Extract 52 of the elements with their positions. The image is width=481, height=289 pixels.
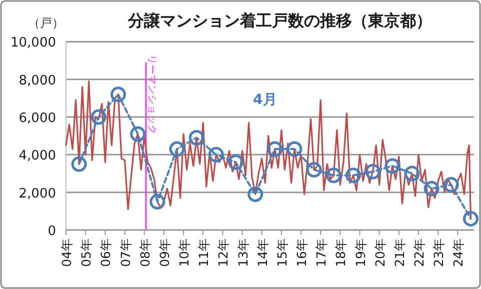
x-tick-label: 10年 [176, 238, 192, 267]
x-tick-label: 04年 [59, 238, 74, 267]
x-tick-label: 21年 [392, 238, 407, 267]
point [306, 162, 322, 178]
x-tick-label: 17年 [314, 238, 329, 267]
y-tick-label: 4,000 [18, 148, 56, 164]
point [228, 154, 244, 170]
chart-title: 分譲マンション着工戸数の推移（東京都） [127, 11, 432, 30]
x-tick-label: 07年 [118, 238, 133, 267]
x-tick-label: 20年 [372, 238, 388, 267]
x-tick-label: 13年 [235, 238, 250, 267]
x-tick-label: 19年 [352, 238, 368, 267]
point [424, 180, 440, 196]
x-tick-label: 22年 [412, 238, 427, 267]
x-tick-label: 05年 [78, 238, 94, 267]
point [345, 168, 361, 184]
point [248, 186, 264, 202]
x-tick-label: 16年 [294, 238, 310, 267]
point [169, 141, 185, 157]
text: 4月 [253, 92, 277, 108]
point [404, 166, 420, 182]
point [286, 141, 302, 157]
point [150, 194, 166, 210]
x-tick-label: 23年 [431, 238, 446, 267]
x-tick-label: 14年 [254, 238, 270, 267]
x-tick-label: 08年 [137, 238, 152, 267]
point [365, 164, 381, 180]
point [384, 158, 400, 174]
x-tick-label: 15年 [274, 238, 290, 267]
point [462, 210, 478, 226]
x-tick-label: 06年 [98, 238, 114, 267]
y-axis-title: （戸） [28, 16, 64, 30]
point [110, 86, 126, 102]
y-tick-label: 0 [48, 224, 56, 239]
point [71, 156, 87, 172]
ref-line-label: リーマンショック [146, 54, 157, 134]
y-tick-label: 8,000 [18, 73, 56, 88]
x-tick-label: 12年 [216, 238, 231, 267]
x-tick-label: 09年 [156, 238, 172, 267]
x-tick-label: 11年 [196, 238, 212, 267]
point [267, 141, 283, 157]
x-tick-label: 18年 [333, 238, 348, 267]
x-tick-label: 24年 [450, 238, 466, 267]
point [130, 126, 146, 142]
point [326, 168, 342, 184]
y-tick-label: 10,000 [10, 36, 56, 51]
point [90, 109, 106, 125]
y-tick-label: 2,000 [18, 186, 56, 202]
point [443, 177, 459, 193]
y-tick-label: 6,000 [18, 111, 56, 126]
point [208, 146, 224, 162]
point [188, 130, 204, 146]
